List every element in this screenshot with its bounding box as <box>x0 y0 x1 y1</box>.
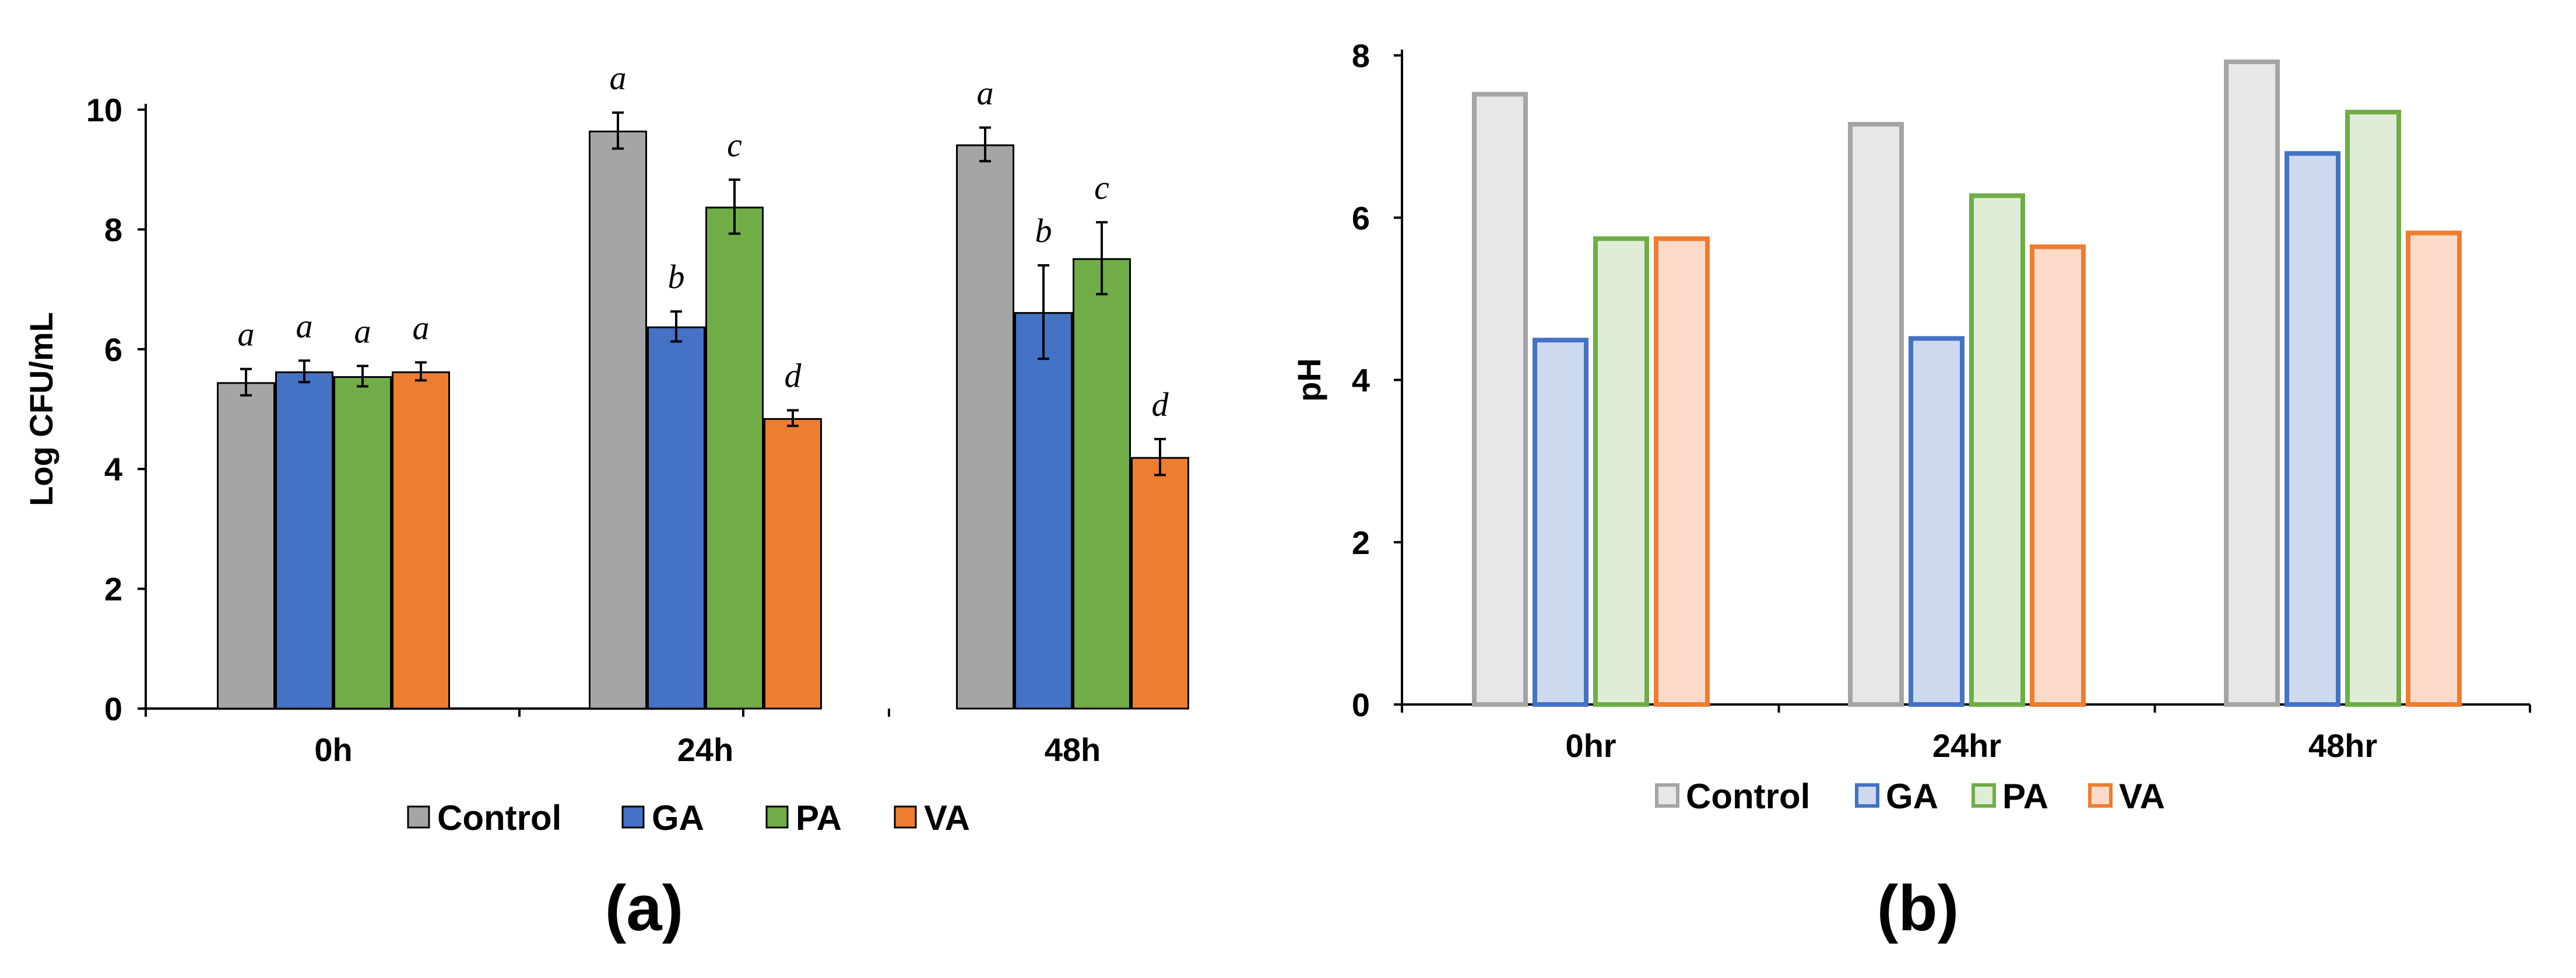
y-tick-label: 10 <box>86 92 122 128</box>
legend-swatch-pa <box>1971 783 1996 808</box>
bar-control-24hr <box>1848 122 1904 707</box>
bar-ga-0h <box>275 371 333 710</box>
panel-label: (b) <box>1877 872 1959 944</box>
legend-label-va: VA <box>2119 777 2165 816</box>
legend-label-pa: PA <box>796 798 842 837</box>
x-tick-label: 0hr <box>1565 727 1616 764</box>
bar-pa-48hr <box>2345 110 2401 707</box>
bar-control-48h <box>956 144 1014 710</box>
legend-swatch-pa <box>765 805 789 829</box>
bar-va-48h <box>1131 457 1189 710</box>
bar-control-0h <box>217 382 275 710</box>
chart-ph: 0 2 4 6 8 pH 0hr 24hr 48hr Control GA PA VA (b) <box>1291 37 2531 944</box>
x-tick-label: 24h <box>677 731 734 768</box>
bar-va-48hr <box>2406 230 2462 707</box>
legend-swatch-va <box>894 805 917 829</box>
significance-label: a <box>610 59 627 97</box>
legend-label-va: VA <box>924 798 970 837</box>
legend-swatch-va <box>2088 783 2113 808</box>
significance-label: d <box>785 357 802 395</box>
legend-label-control: Control <box>1686 777 1810 816</box>
bar-ga-24hr <box>1909 336 1964 707</box>
y-tick-label: 4 <box>104 451 122 488</box>
x-tick-label: 48hr <box>2308 727 2377 764</box>
y-tick-label: 0 <box>1352 686 1370 723</box>
bar-pa-0hr <box>1593 236 1649 707</box>
significance-label: a <box>354 313 371 350</box>
y-tick-label: 2 <box>104 571 122 608</box>
legend-swatch-ga <box>1855 783 1879 808</box>
significance-label: c <box>1094 169 1109 206</box>
bar-va-24h <box>764 418 822 710</box>
chart-cfu: 0 2 4 6 8 10 Log CFU/mL a a a a 0h a b c d 24h a b c d 48h Con… <box>23 59 1189 944</box>
legend-label-ga: GA <box>1886 777 1938 816</box>
y-tick-label: 6 <box>104 331 122 368</box>
bar-control-0hr <box>1472 92 1528 707</box>
significance-label: a <box>296 307 313 345</box>
significance-label: a <box>238 316 255 353</box>
significance-label: b <box>668 258 685 296</box>
significance-label: d <box>1152 385 1169 423</box>
bar-control-24h <box>589 130 647 710</box>
legend-label-ga: GA <box>652 798 704 837</box>
x-tick-label: 24hr <box>1932 727 2001 764</box>
y-axis-title: pH <box>1291 358 1327 402</box>
x-tick-label: 0h <box>314 731 352 768</box>
bar-pa-24hr <box>1969 193 2025 707</box>
y-axis-title: Log CFU/mL <box>23 312 59 506</box>
legend-swatch-control <box>1655 783 1679 808</box>
significance-label: a <box>977 74 994 112</box>
bar-va-0hr <box>1654 236 1710 707</box>
bar-control-48hr <box>2224 59 2280 707</box>
legend-label-control: Control <box>437 798 561 837</box>
bar-pa-24h <box>705 206 764 710</box>
legend-swatch-control <box>407 805 430 829</box>
bar-pa-0h <box>333 376 392 710</box>
bar-va-0h <box>392 371 450 710</box>
panel-label: (a) <box>605 872 683 944</box>
bar-va-24hr <box>2030 244 2086 707</box>
significance-label: c <box>727 126 742 164</box>
y-tick-label: 6 <box>1352 199 1370 236</box>
legend-label-pa: PA <box>2002 777 2048 816</box>
significance-label: b <box>1035 212 1052 250</box>
y-tick-label: 8 <box>104 211 122 248</box>
bar-ga-0hr <box>1533 338 1589 707</box>
bar-pa-48h <box>1073 258 1131 710</box>
y-tick-label: 2 <box>1352 524 1370 561</box>
bar-ga-24h <box>647 326 705 710</box>
x-tick-label: 48h <box>1045 731 1101 768</box>
y-tick-label: 0 <box>104 690 122 727</box>
legend-swatch-ga <box>621 805 645 829</box>
bar-ga-48h <box>1014 312 1073 710</box>
significance-label: a <box>413 309 430 346</box>
y-tick-label: 8 <box>1352 37 1370 74</box>
y-tick-label: 4 <box>1352 362 1370 399</box>
bar-ga-48hr <box>2285 151 2340 707</box>
